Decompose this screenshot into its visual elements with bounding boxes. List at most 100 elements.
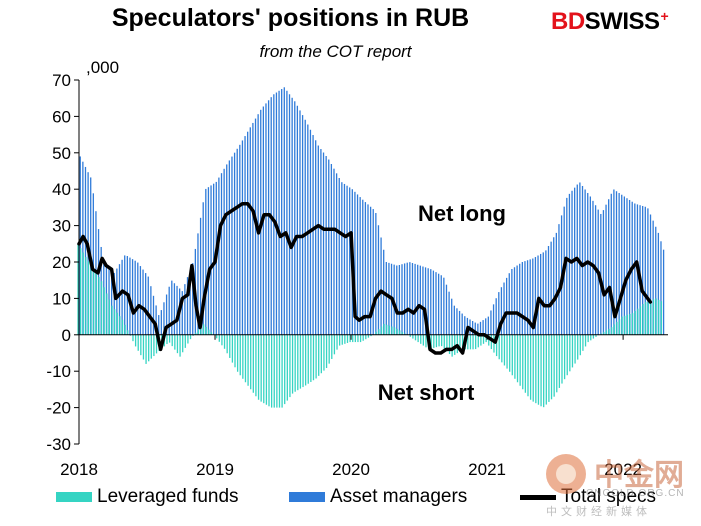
bar-asset-managers — [147, 276, 149, 335]
bar-leveraged-funds — [82, 252, 84, 335]
y-tick-label: 50 — [52, 144, 71, 163]
bar-asset-managers — [375, 213, 377, 335]
bar-leveraged-funds — [475, 334, 477, 350]
bar-leveraged-funds — [367, 334, 370, 338]
bar-leveraged-funds — [571, 334, 574, 368]
bar-asset-managers — [500, 287, 503, 335]
bar-leveraged-funds — [242, 334, 244, 379]
bar-asset-managers — [639, 205, 641, 335]
bar-asset-managers — [385, 262, 387, 335]
bar-asset-managers — [642, 205, 644, 335]
bar-leveraged-funds — [399, 330, 401, 335]
x-tick-label: 2021 — [468, 460, 506, 479]
bar-asset-managers — [555, 232, 557, 335]
bar-leveraged-funds — [116, 312, 118, 335]
legend-swatch-leveraged-funds — [56, 492, 92, 502]
bar-asset-managers — [362, 199, 364, 335]
y-tick-label: 60 — [52, 107, 71, 126]
bar-leveraged-funds — [448, 334, 451, 355]
bar-leveraged-funds — [383, 323, 385, 335]
bar-asset-managers — [660, 241, 662, 335]
bar-leveraged-funds — [357, 334, 359, 343]
bar-leveraged-funds — [603, 331, 605, 335]
axes-layer: 70 60 50 40 30 20 10 0 -10 -20 -30 2018 2019 2020 2021… — [46, 71, 668, 479]
bar-asset-managers — [134, 260, 136, 335]
bar-leveraged-funds — [268, 334, 270, 407]
bar-asset-managers — [330, 164, 333, 335]
bar-leveraged-funds — [574, 334, 576, 364]
bar-leveraged-funds — [482, 334, 485, 344]
bar-asset-managers — [145, 273, 147, 335]
bar-asset-managers — [252, 122, 254, 335]
bar-asset-managers — [110, 270, 113, 335]
bar-leveraged-funds — [87, 261, 90, 335]
bar-leveraged-funds — [208, 329, 210, 335]
bar-leveraged-funds — [532, 334, 534, 402]
bar-leveraged-funds — [338, 334, 341, 346]
bar-asset-managers — [320, 149, 322, 335]
bar-asset-managers — [558, 224, 560, 335]
bar-asset-managers — [202, 202, 204, 335]
x-tick-label: 2022 — [604, 460, 642, 479]
bar-asset-managers — [241, 140, 244, 335]
bar-leveraged-funds — [174, 334, 176, 350]
bar-leveraged-funds — [637, 308, 639, 335]
bar-asset-managers — [296, 105, 299, 335]
bar-asset-managers — [657, 232, 660, 335]
bar-asset-managers — [349, 187, 351, 335]
bar-leveraged-funds — [182, 334, 184, 353]
bar-leveraged-funds — [433, 334, 435, 348]
bar-leveraged-funds — [315, 334, 317, 379]
bar-leveraged-funds — [166, 334, 168, 345]
bar-leveraged-funds — [616, 321, 618, 335]
bar-leveraged-funds — [540, 334, 542, 407]
bar-leveraged-funds — [558, 334, 561, 388]
bar-leveraged-funds — [441, 334, 443, 347]
bar-leveraged-funds — [488, 334, 490, 346]
bar-leveraged-funds — [420, 334, 422, 344]
bar-leveraged-funds — [391, 326, 393, 335]
bar-asset-managers — [380, 237, 382, 335]
bar-leveraged-funds — [459, 334, 461, 352]
bar-asset-managers — [521, 262, 523, 335]
bar-asset-managers — [173, 283, 176, 335]
bar-asset-managers — [325, 156, 327, 335]
bar-leveraged-funds — [642, 304, 644, 335]
bar-asset-managers — [608, 199, 610, 335]
bar-leveraged-funds — [516, 334, 519, 383]
bar-leveraged-funds — [218, 334, 220, 342]
bar-leveraged-funds — [386, 324, 388, 335]
bar-asset-managers — [503, 282, 505, 335]
bar-asset-managers — [186, 277, 189, 335]
bar-asset-managers — [283, 87, 285, 335]
y-tick-label: 10 — [52, 289, 71, 308]
legend-swatch-asset-managers — [289, 492, 325, 502]
bar-asset-managers — [618, 192, 620, 335]
bar-leveraged-funds — [349, 334, 351, 343]
line-total-specs — [77, 202, 653, 355]
y-tick-label: 20 — [52, 253, 71, 272]
legend-swatch-total-specs — [520, 494, 556, 500]
bar-leveraged-funds — [291, 334, 294, 394]
bar-leveraged-funds — [137, 334, 139, 351]
bar-leveraged-funds — [425, 334, 427, 348]
bar-leveraged-funds — [375, 331, 377, 335]
bar-asset-managers — [152, 295, 155, 335]
bar-leveraged-funds — [548, 334, 550, 402]
bar-leveraged-funds — [247, 334, 249, 386]
bar-leveraged-funds — [189, 334, 192, 340]
bar-leveraged-funds — [304, 334, 307, 386]
legend-label-total-specs: Total specs — [561, 486, 657, 507]
bar-leveraged-funds — [550, 334, 553, 400]
bar-leveraged-funds — [260, 334, 262, 402]
bar-asset-managers — [301, 115, 304, 335]
bar-asset-managers — [281, 89, 283, 335]
bar-asset-managers — [158, 315, 160, 335]
bar-asset-managers — [529, 259, 531, 335]
bar-leveraged-funds — [354, 334, 356, 343]
bar-leveraged-funds — [200, 326, 202, 335]
bar-leveraged-funds — [660, 301, 663, 335]
bar-leveraged-funds — [85, 256, 87, 335]
bar-asset-managers — [398, 264, 401, 335]
x-tick-label: 2020 — [332, 460, 370, 479]
